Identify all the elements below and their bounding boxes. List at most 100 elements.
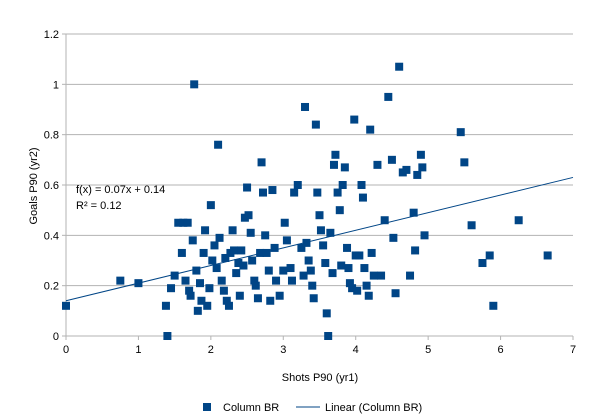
data-point — [174, 218, 183, 227]
data-point — [282, 236, 291, 245]
data-point — [416, 150, 425, 159]
data-point — [343, 243, 352, 252]
data-point — [224, 301, 233, 310]
trendline-equation: f(x) = 0.07x + 0.14 — [76, 184, 165, 196]
data-point — [192, 266, 201, 275]
data-point — [246, 228, 255, 237]
data-point — [377, 271, 386, 280]
y-tick-label: 0.8 — [44, 130, 59, 142]
data-point — [411, 246, 420, 255]
data-point — [319, 241, 328, 250]
data-point — [290, 188, 299, 197]
data-point — [275, 291, 284, 300]
data-point — [331, 150, 340, 159]
data-point — [324, 332, 333, 340]
data-point — [163, 332, 172, 340]
data-point — [62, 301, 70, 310]
data-point — [186, 291, 195, 300]
data-point — [335, 206, 344, 215]
x-tick-label: 2 — [208, 344, 214, 356]
data-point — [380, 216, 389, 225]
x-tick-label: 6 — [498, 344, 504, 356]
data-point — [235, 291, 244, 300]
tick-labels: 0 0.2 0.4 0.6 0.8 1 1.2 0 1 2 3 4 5 6 7 — [44, 29, 576, 356]
data-point — [286, 264, 295, 273]
x-tick-label: 0 — [63, 344, 69, 356]
data-point — [543, 251, 552, 260]
data-point — [309, 294, 318, 303]
data-point — [244, 211, 253, 220]
data-point — [489, 301, 498, 310]
data-point — [413, 170, 422, 179]
x-tick-label: 4 — [353, 344, 359, 356]
data-point — [316, 226, 325, 235]
data-point — [358, 193, 367, 202]
data-point — [217, 276, 226, 285]
data-point — [306, 266, 315, 275]
trendline-group — [65, 176, 574, 302]
data-point — [357, 181, 366, 189]
data-point — [228, 226, 237, 235]
data-point — [261, 231, 270, 240]
data-point — [340, 163, 349, 172]
y-tick-label: 0.4 — [44, 230, 59, 242]
data-point — [366, 125, 375, 134]
data-point — [329, 160, 338, 169]
data-point — [167, 284, 176, 293]
gridlines — [66, 33, 573, 287]
data-point — [243, 183, 252, 192]
data-point — [161, 301, 170, 310]
data-point — [257, 158, 266, 167]
data-point — [311, 120, 320, 129]
trendline-r-squared: R² = 0.12 — [76, 200, 122, 212]
data-point — [362, 281, 371, 290]
data-point — [321, 259, 330, 268]
data-point — [373, 160, 382, 169]
data-point — [297, 243, 306, 252]
data-point — [338, 181, 347, 189]
axes — [62, 33, 574, 340]
legend-series-label: Column BR — [223, 402, 279, 414]
data-point — [262, 248, 271, 257]
data-point — [514, 216, 523, 225]
data-point — [301, 102, 310, 111]
data-point — [264, 266, 273, 275]
data-point — [179, 218, 188, 227]
data-point — [270, 243, 279, 252]
data-point — [279, 266, 288, 275]
data-point — [360, 264, 369, 273]
data-point — [237, 246, 246, 255]
data-point — [485, 251, 494, 260]
data-point — [208, 256, 217, 265]
y-tick-label: 1 — [53, 79, 59, 91]
data-point — [210, 241, 219, 250]
data-point — [181, 276, 190, 285]
data-point — [369, 271, 378, 280]
data-point — [219, 286, 228, 295]
data-point — [232, 269, 241, 278]
data-point — [170, 271, 179, 280]
data-point — [234, 259, 243, 268]
data-point — [272, 276, 281, 285]
x-axis-title: Shots P90 (yr1) — [282, 372, 358, 384]
x-tick-label: 1 — [135, 344, 141, 356]
data-point — [355, 251, 364, 260]
x-tick-label: 5 — [425, 344, 431, 356]
data-point — [201, 226, 210, 235]
data-point — [193, 306, 202, 315]
data-point — [185, 286, 194, 295]
y-tick-label: 0.6 — [44, 180, 59, 192]
data-point — [304, 256, 313, 265]
data-point — [197, 296, 206, 305]
data-point — [268, 186, 277, 195]
data-point — [391, 289, 400, 298]
data-point — [333, 188, 342, 197]
data-point — [387, 155, 396, 164]
legend: Column BR Linear (Column BR) — [203, 402, 422, 414]
data-point — [406, 271, 415, 280]
data-point — [344, 264, 353, 273]
data-point — [195, 279, 204, 288]
data-point — [302, 238, 311, 247]
data-point — [250, 276, 259, 285]
data-point — [322, 309, 331, 318]
